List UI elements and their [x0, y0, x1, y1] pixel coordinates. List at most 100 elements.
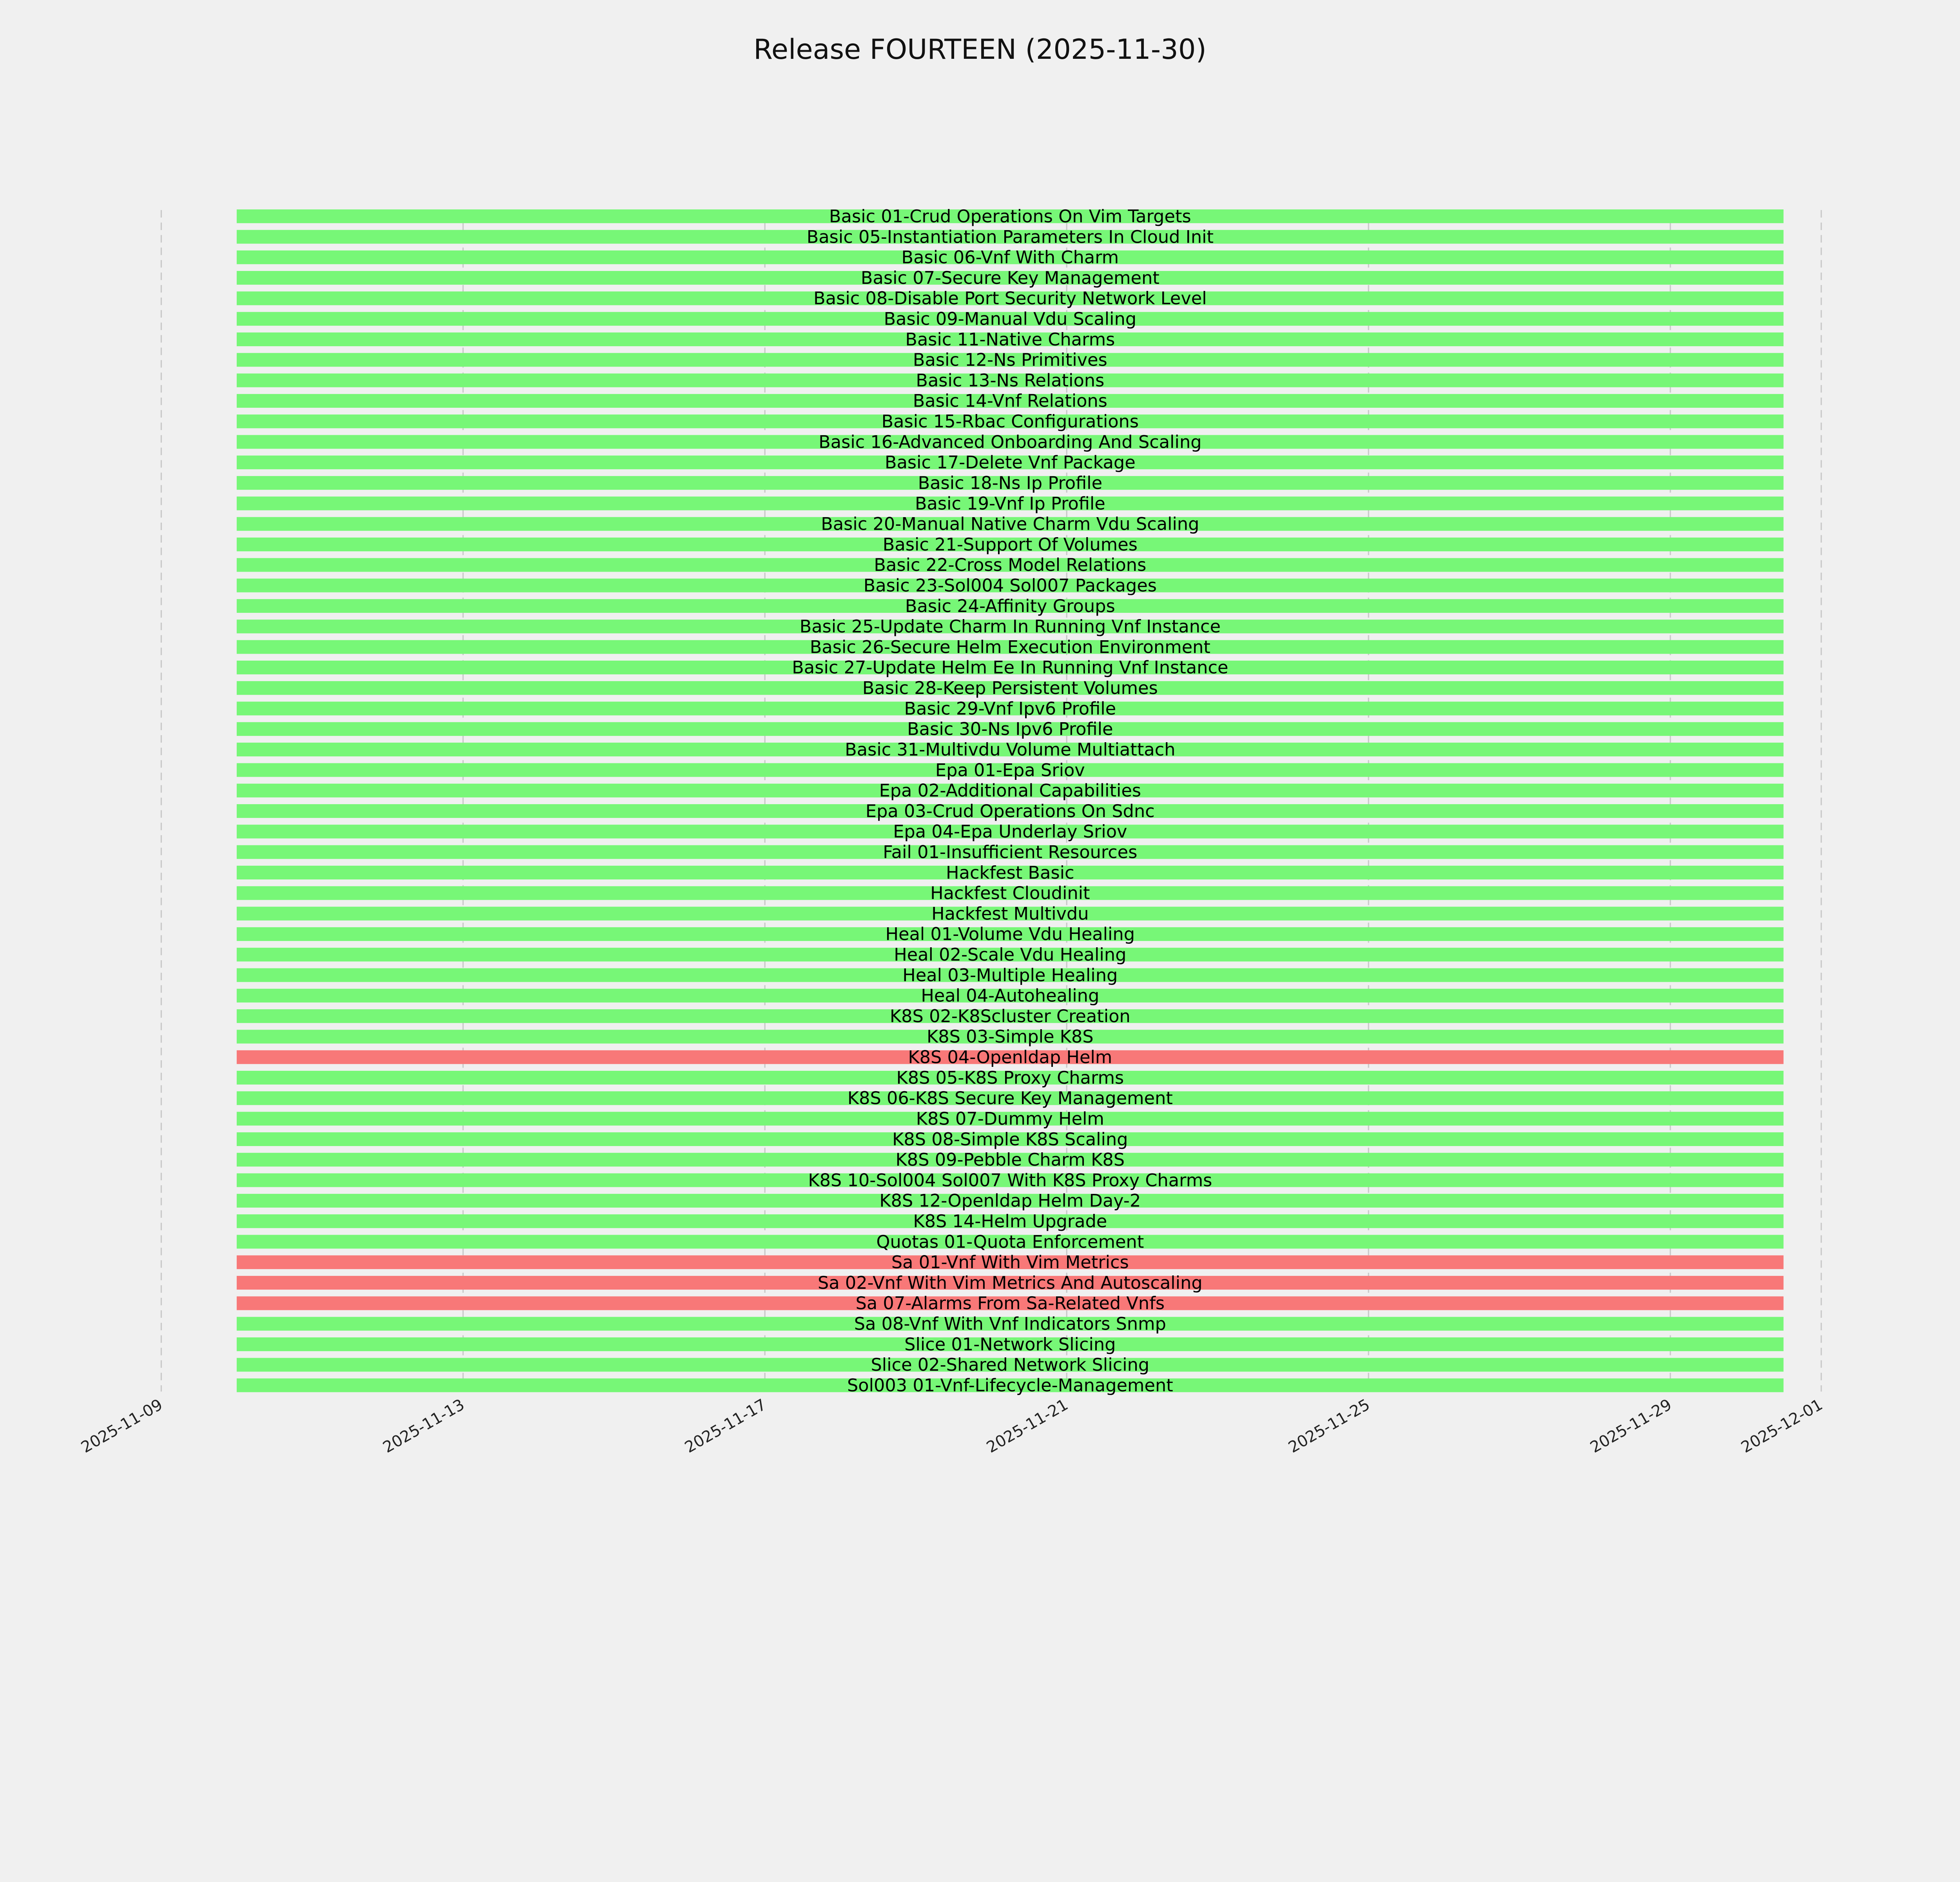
bar-label: Heal 03-Multiple Healing [902, 965, 1118, 985]
bar-pass [236, 619, 1784, 634]
bar-pass [236, 804, 1784, 818]
bar-label: Basic 28-Keep Persistent Volumes [862, 678, 1158, 698]
bar-pass [236, 701, 1784, 716]
bars [236, 209, 1784, 1392]
bar-label: K8S 12-Openldap Helm Day-2 [879, 1191, 1141, 1211]
bar-label: K8S 09-Pebble Charm K8S [896, 1150, 1125, 1170]
bar-label: Basic 12-Ns Primitives [913, 350, 1107, 370]
bar-label: Basic 27-Update Helm Ee In Running Vnf I… [792, 658, 1228, 678]
bar-label: Basic 09-Manual Vdu Scaling [884, 309, 1137, 329]
bar-pass [236, 578, 1784, 592]
bar-label: Heal 01-Volume Vdu Healing [886, 924, 1135, 945]
bar-label: K8S 05-K8S Proxy Charms [896, 1068, 1124, 1088]
bar-label: Basic 19-Vnf Ip Profile [915, 493, 1105, 514]
bar-label: Basic 17-Delete Vnf Package [885, 452, 1136, 473]
bar-pass [236, 209, 1784, 223]
bar-pass [236, 640, 1784, 654]
bar-label: K8S 07-Dummy Helm [916, 1108, 1104, 1129]
bar-pass [236, 271, 1784, 285]
bar-pass [236, 660, 1784, 674]
bar-pass [236, 783, 1784, 797]
bar-label: Basic 30-Ns Ipv6 Profile [907, 719, 1113, 739]
bar-label: Heal 02-Scale Vdu Healing [894, 945, 1126, 965]
bar-pass [236, 476, 1784, 490]
bar-labels: Basic 01-Crud Operations On Vim TargetsB… [792, 206, 1228, 1395]
bar-pass [236, 414, 1784, 429]
bar-label: Epa 02-Additional Capabilities [879, 781, 1141, 801]
bar-label: Basic 07-Secure Key Management [861, 268, 1160, 288]
bar-label: Basic 25-Update Charm In Running Vnf Ins… [800, 616, 1221, 637]
bar-label: Sa 07-Alarms From Sa-Related Vnfs [856, 1293, 1165, 1313]
bar-label: Basic 13-Ns Relations [916, 370, 1104, 391]
bar-label: Heal 04-Autohealing [921, 986, 1099, 1006]
bar-label: Basic 01-Crud Operations On Vim Targets [829, 206, 1191, 227]
bar-pass [236, 1091, 1784, 1105]
bar-label: Basic 05-Instantiation Parameters In Clo… [807, 227, 1214, 247]
bar-pass [236, 353, 1784, 367]
bar-label: Basic 14-Vnf Relations [913, 391, 1107, 411]
timeline-chart: Release FOURTEEN (2025-11-30) Basic 01-C… [78, 33, 1826, 1457]
bar-pass [236, 743, 1784, 757]
bar-fail [236, 1276, 1784, 1290]
bar-label: Basic 18-Ns Ip Profile [918, 473, 1102, 493]
bar-pass [236, 312, 1784, 326]
bar-pass [236, 1173, 1784, 1187]
bar-label: K8S 06-K8S Secure Key Management [848, 1088, 1173, 1108]
bar-fail [236, 1050, 1784, 1064]
bar-pass [236, 1030, 1784, 1044]
bar-label: Basic 08-Disable Port Security Network L… [813, 288, 1207, 309]
bar-pass [236, 291, 1784, 305]
bar-label: Basic 21-Support Of Volumes [883, 534, 1138, 555]
bar-label: Basic 22-Cross Model Relations [874, 555, 1146, 575]
bar-pass [236, 865, 1784, 880]
bar-label: Slice 02-Shared Network Slicing [871, 1355, 1149, 1375]
bar-label: Basic 15-Rbac Configurations [882, 411, 1139, 432]
bar-pass [236, 517, 1784, 531]
bar-pass [236, 906, 1784, 921]
bar-pass [236, 1235, 1784, 1249]
bar-pass [236, 599, 1784, 613]
bar-pass [236, 1009, 1784, 1023]
bar-label: Basic 26-Secure Helm Execution Environme… [810, 637, 1210, 657]
bar-pass [236, 927, 1784, 941]
bar-pass [236, 845, 1784, 859]
bar-pass [236, 1317, 1784, 1331]
bar-fail [236, 1255, 1784, 1269]
bar-pass [236, 948, 1784, 962]
bar-pass [236, 1358, 1784, 1372]
bar-label: Basic 11-Native Charms [905, 329, 1115, 350]
bar-pass [236, 332, 1784, 347]
bar-pass [236, 722, 1784, 736]
bar-label: Basic 29-Vnf Ipv6 Profile [904, 698, 1116, 719]
bar-label: Epa 04-Epa Underlay Sriov [893, 821, 1127, 842]
bar-label: Basic 23-Sol004 Sol007 Packages [864, 575, 1157, 596]
bar-label: Sa 02-Vnf With Vim Metrics And Autoscali… [818, 1273, 1203, 1293]
bar-label: Hackfest Basic [946, 863, 1074, 883]
bar-pass [236, 496, 1784, 510]
bar-pass [236, 968, 1784, 982]
bar-pass [236, 1214, 1784, 1228]
bar-label: Sa 01-Vnf With Vim Metrics [891, 1252, 1129, 1273]
bar-pass [236, 1132, 1784, 1146]
grid-lines [160, 210, 1822, 1392]
bar-label: Hackfest Multivdu [931, 903, 1089, 924]
bar-pass [236, 988, 1784, 1003]
bar-label: Basic 24-Affinity Groups [905, 596, 1115, 616]
bar-label: Basic 31-Multivdu Volume Multiattach [845, 739, 1175, 760]
bar-pass [236, 455, 1784, 469]
bar-label: Quotas 01-Quota Enforcement [876, 1232, 1144, 1252]
bar-pass [236, 558, 1784, 572]
bar-label: K8S 14-Helm Upgrade [913, 1211, 1107, 1232]
bar-label: K8S 08-Simple K8S Scaling [892, 1129, 1128, 1150]
bar-pass [236, 394, 1784, 408]
bar-label: Hackfest Cloudinit [930, 883, 1090, 903]
bar-label: Sa 08-Vnf With Vnf Indicators Snmp [854, 1314, 1166, 1334]
bar-pass [236, 373, 1784, 387]
bar-label: Epa 01-Epa Sriov [935, 760, 1085, 780]
bar-pass [236, 681, 1784, 695]
bar-pass [236, 1194, 1784, 1208]
bar-label: Basic 06-Vnf With Charm [901, 247, 1119, 268]
bar-label: Sol003 01-Vnf-Lifecycle-Management [847, 1375, 1173, 1395]
bar-label: K8S 02-K8Scluster Creation [890, 1006, 1131, 1026]
bar-label: Slice 01-Network Slicing [904, 1334, 1116, 1355]
